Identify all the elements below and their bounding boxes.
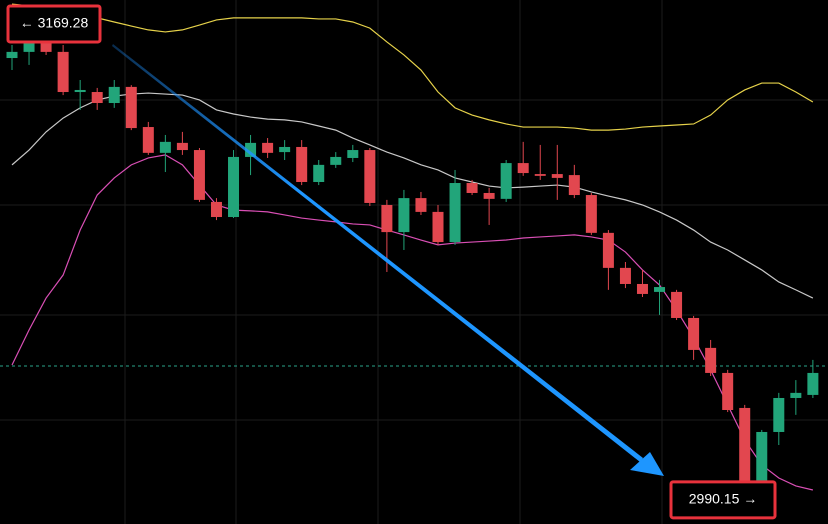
price-label-text: ← 3169.28: [20, 15, 89, 31]
candle-body: [245, 142, 257, 157]
candle-body: [415, 198, 427, 212]
candle-body: [159, 141, 171, 153]
candle-body: [517, 163, 529, 174]
candle-body: [432, 211, 444, 243]
candle-body: [23, 41, 35, 52]
candle-body: [364, 150, 376, 203]
candle-body: [756, 431, 768, 485]
candle-body: [74, 89, 86, 93]
candle-body: [466, 183, 478, 193]
candle-body: [773, 397, 785, 432]
price-label-box: [6, 4, 102, 44]
plot: [0, 3, 828, 491]
candle-body: [534, 174, 546, 176]
candle-body: [193, 150, 205, 200]
candle-body: [91, 92, 103, 104]
candle-body: [688, 317, 700, 350]
candle-body: [57, 51, 69, 93]
candle-body: [142, 127, 154, 153]
candle-body: [722, 372, 734, 410]
candle-body: [398, 198, 410, 233]
candle-body: [228, 156, 240, 218]
candle-body: [705, 347, 717, 373]
candle-body: [602, 232, 614, 268]
candle-body: [500, 163, 512, 199]
candle-body: [807, 372, 819, 395]
candle-body: [619, 267, 631, 284]
candle-body: [330, 156, 342, 165]
trend-arrow: [112, 44, 664, 476]
candle-body: [671, 291, 683, 318]
band-line: [11, 3, 814, 131]
arrow-head: [630, 452, 664, 476]
candle-body: [739, 407, 751, 485]
arrow-shaft: [112, 44, 643, 462]
price-label-text: 2990.15 →: [689, 491, 758, 507]
candle-body: [279, 146, 291, 153]
candle-body: [636, 283, 648, 294]
candle-body: [262, 142, 274, 153]
candle-body: [347, 150, 359, 158]
candle-body: [6, 51, 18, 59]
price-label-box: [669, 480, 777, 520]
candle-body: [40, 38, 52, 52]
candle-body: [790, 392, 802, 398]
band-line: [11, 92, 814, 299]
candle-body: [210, 201, 222, 218]
candle-body: [654, 287, 666, 292]
candle-body: [585, 195, 597, 233]
candle-body: [108, 86, 120, 104]
price-label: ← 3169.28: [6, 4, 102, 44]
candle-body: [551, 174, 563, 178]
candle-body: [313, 164, 325, 182]
candle-body: [449, 183, 461, 243]
candle-body: [483, 192, 495, 199]
price-label: 2990.15 →: [669, 480, 777, 520]
candle-body: [568, 175, 580, 196]
candle-body: [381, 204, 393, 233]
candle-body: [296, 146, 308, 182]
candle-body: [125, 86, 137, 129]
candle-body: [176, 142, 188, 151]
